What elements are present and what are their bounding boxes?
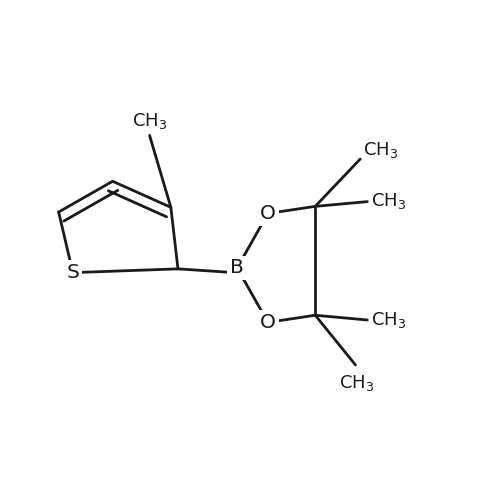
Text: B: B (230, 258, 244, 277)
Text: O: O (260, 313, 276, 332)
Text: CH$_3$: CH$_3$ (132, 111, 167, 131)
Text: CH$_3$: CH$_3$ (339, 373, 375, 393)
Text: CH$_3$: CH$_3$ (371, 310, 406, 330)
Text: S: S (67, 263, 80, 282)
Text: O: O (260, 204, 276, 223)
Text: CH$_3$: CH$_3$ (363, 140, 398, 160)
Text: CH$_3$: CH$_3$ (371, 191, 406, 211)
